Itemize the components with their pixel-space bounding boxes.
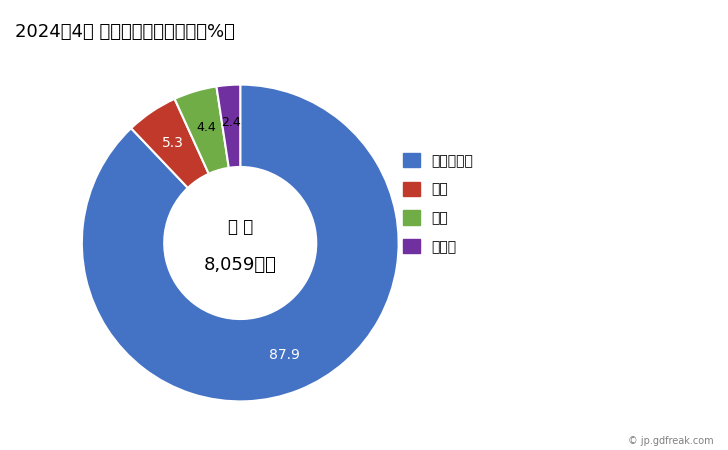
Text: 4.4: 4.4 [196, 121, 215, 134]
Wedge shape [131, 99, 209, 188]
Legend: モルディブ, タイ, 香港, その他: モルディブ, タイ, 香港, その他 [397, 148, 478, 259]
Text: 5.3: 5.3 [162, 136, 184, 150]
Text: 2024年4月 輸出相手国のシェア（%）: 2024年4月 輸出相手国のシェア（%） [15, 22, 234, 40]
Wedge shape [216, 85, 240, 168]
Text: 8,059万円: 8,059万円 [204, 256, 277, 274]
Wedge shape [82, 85, 399, 401]
Text: 87.9: 87.9 [269, 348, 301, 362]
Text: © jp.gdfreak.com: © jp.gdfreak.com [628, 436, 713, 446]
Text: 総 額: 総 額 [228, 218, 253, 236]
Wedge shape [175, 86, 229, 174]
Text: 2.4: 2.4 [221, 117, 241, 130]
